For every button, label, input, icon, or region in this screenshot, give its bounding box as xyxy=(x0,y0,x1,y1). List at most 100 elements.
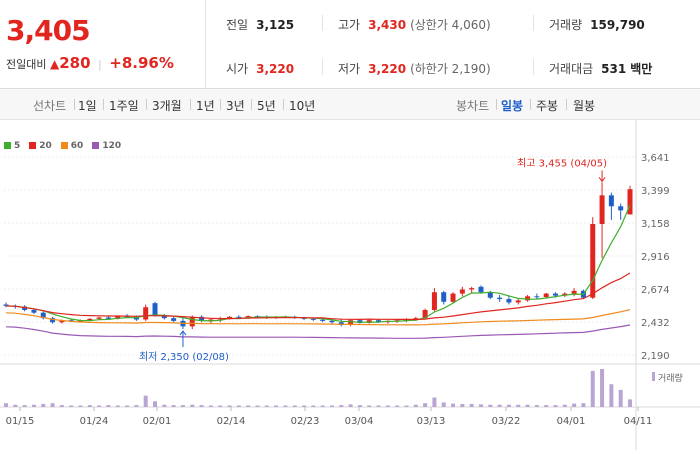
period-3y-button[interactable]: 3년 xyxy=(226,99,245,113)
volume-bar xyxy=(320,405,325,407)
volume-bar xyxy=(572,403,577,407)
change-label: 전일대비 xyxy=(6,58,47,71)
high-annotation: 최고 3,455 (04/05) xyxy=(517,157,607,169)
legend-swatch xyxy=(60,142,68,149)
x-tick-label: 03/13 xyxy=(417,416,446,427)
ma-line-20 xyxy=(5,272,631,321)
volume-bar xyxy=(13,404,18,407)
volume-bar xyxy=(385,405,390,407)
candle-body xyxy=(534,296,540,298)
ma-line-120 xyxy=(5,324,631,339)
candle-body xyxy=(422,309,428,319)
volume-bar xyxy=(609,384,614,407)
price-change: 전일대비 ▲280 | +8.96% xyxy=(6,54,174,72)
volume-bar xyxy=(516,404,521,407)
volume-bar xyxy=(469,403,474,407)
x-tick-label: 01/24 xyxy=(80,416,109,427)
divider xyxy=(533,15,534,31)
candle-body xyxy=(543,293,549,298)
candle-body xyxy=(338,322,344,325)
candle-body xyxy=(357,320,363,323)
candle-body xyxy=(497,297,503,300)
volume-bar xyxy=(106,405,111,407)
volume-bar xyxy=(423,403,428,407)
candle-body xyxy=(152,303,158,316)
candle-body xyxy=(50,318,56,323)
candle-body xyxy=(571,290,577,294)
candle-body xyxy=(171,318,177,321)
divider xyxy=(220,99,221,110)
up-arrow-icon: ▲ xyxy=(49,57,60,71)
change-percent: +8.96% xyxy=(109,54,174,72)
volume-bar xyxy=(413,404,418,407)
volume-bar xyxy=(395,405,400,407)
divider xyxy=(251,99,252,110)
price-box: 3,405 전일대비 ▲280 | +8.96% xyxy=(0,0,206,88)
x-tick-label: 02/14 xyxy=(217,416,246,427)
y-tick-label: 3,158 xyxy=(641,219,670,230)
legend-item-ma120: 120 xyxy=(92,141,121,151)
volume-bar xyxy=(274,405,279,407)
period-1w-button[interactable]: 1주일 xyxy=(109,99,139,113)
candle-body xyxy=(618,206,624,211)
period-1y-button[interactable]: 1년 xyxy=(196,99,215,113)
divider xyxy=(533,59,534,75)
candle-body xyxy=(301,317,307,319)
volume-bar xyxy=(460,403,465,407)
divider xyxy=(103,99,104,110)
period-weekly-button[interactable]: 주봉 xyxy=(536,99,559,113)
stat-label: 고가 xyxy=(338,18,361,32)
period-10y-button[interactable]: 10년 xyxy=(289,99,316,113)
volume-label: 거래량 xyxy=(658,372,683,384)
volume-bar xyxy=(581,403,586,407)
low-annotation: 최저 2,350 (02/08) xyxy=(139,351,229,363)
stat-label: 저가 xyxy=(338,62,361,76)
divider xyxy=(496,99,497,110)
stat-label: 시가 xyxy=(226,62,249,76)
volume-bar xyxy=(125,405,130,407)
stat-value: 3,220 xyxy=(256,62,295,76)
volume-bar xyxy=(348,404,353,407)
candle-body xyxy=(599,195,605,225)
y-tick-label: 2,432 xyxy=(641,318,670,329)
candle-body xyxy=(105,317,111,319)
stat-label: 거래량 xyxy=(549,18,583,32)
candle-body xyxy=(199,316,205,321)
high-annotation-arrow-head xyxy=(598,177,606,183)
divider xyxy=(530,99,531,110)
period-1d-button[interactable]: 1일 xyxy=(78,99,97,113)
x-tick-label: 02/01 xyxy=(143,416,172,427)
stock-chart[interactable]: 3,641 3,399 3,158 2,916 2,674 2,432 2,190 최고 3,… xyxy=(0,120,700,450)
volume-bar xyxy=(451,403,456,407)
period-monthly-button[interactable]: 월봉 xyxy=(573,99,596,113)
stat-value: 159,790 xyxy=(590,18,645,32)
volume-bar xyxy=(69,405,74,407)
stat-open: 시가 3,220 xyxy=(226,60,294,77)
divider xyxy=(566,99,567,110)
volume-bar xyxy=(544,405,549,407)
stat-volume: 거래량 159,790 xyxy=(549,16,645,33)
volume-bar xyxy=(22,405,27,407)
divider xyxy=(190,99,191,110)
volume-bar xyxy=(115,405,120,407)
period-daily-button[interactable]: 일봉 xyxy=(501,99,524,113)
volume-bar xyxy=(292,405,297,407)
candle-chart-label[interactable]: 봉차트 xyxy=(456,99,490,113)
stat-value: 3,430 xyxy=(368,18,407,32)
period-5y-button[interactable]: 5년 xyxy=(257,99,276,113)
volume-legend-swatch xyxy=(652,372,655,381)
period-3m-button[interactable]: 3개월 xyxy=(152,99,182,113)
volume-bar xyxy=(171,405,176,407)
candle-body xyxy=(87,318,93,321)
candle-body xyxy=(189,316,195,327)
y-tick-label: 3,641 xyxy=(641,153,670,164)
volume-bar xyxy=(311,405,316,407)
candle-body xyxy=(208,319,214,321)
stat-sub: (상한가 4,060) xyxy=(410,18,491,32)
line-chart-label[interactable]: 선차트 xyxy=(33,99,67,113)
legend-swatch xyxy=(29,142,37,149)
candle-body xyxy=(3,304,9,306)
legend-swatch xyxy=(92,142,100,149)
volume-bar xyxy=(590,370,595,407)
volume-bar xyxy=(97,405,102,407)
